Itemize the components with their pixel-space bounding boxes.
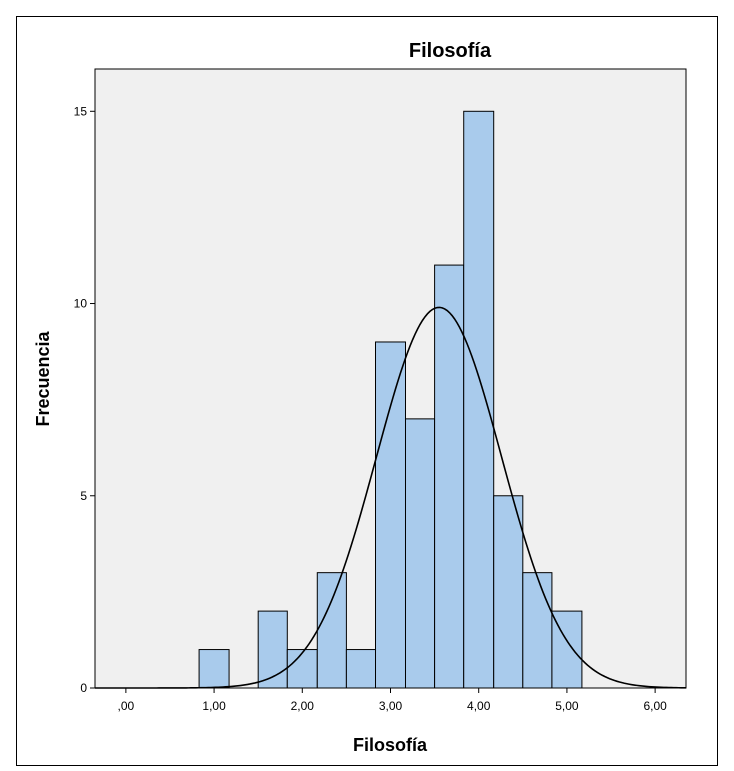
histogram-bar-3: [286, 649, 318, 689]
y-tick-label-2: 5: [80, 489, 87, 503]
y-axis-title: Frecuencia: [33, 330, 53, 426]
y-tick-label-1: 0: [80, 681, 87, 695]
x-tick-label-7: 6,00: [643, 699, 667, 713]
x-tick-label-2: 1,00: [202, 699, 226, 713]
histogram-bars: [198, 110, 583, 689]
x-tick-label-1: ,00: [118, 699, 135, 713]
histogram-bar-4: [316, 572, 347, 689]
normal-curve: [95, 306, 687, 689]
histogram-bar-8: [434, 264, 465, 689]
x-axis-title: Filosofía: [353, 735, 428, 755]
histogram-bar-11: [522, 572, 553, 689]
y-tick-label-3: 10: [74, 297, 88, 311]
histogram-bar-1: [198, 649, 230, 689]
chart-title: Filosofía: [409, 40, 492, 62]
histogram-bar-9: [463, 110, 495, 689]
x-tick-label-4: 3,00: [379, 699, 403, 713]
histogram-bar-7: [404, 418, 436, 689]
y-axis: 0 5 10 15: [74, 104, 95, 695]
histogram-bar-10: [493, 495, 524, 689]
histogram-bar-6: [375, 341, 406, 689]
x-axis: ,00 1,00 2,00 3,00 4,00 5,00 6,00: [118, 688, 667, 713]
x-tick-label-5: 4,00: [467, 699, 491, 713]
histogram-bar-5: [345, 649, 377, 689]
x-tick-label-6: 5,00: [555, 699, 579, 713]
x-tick-label-3: 2,00: [291, 699, 315, 713]
y-tick-label-4: 15: [74, 104, 88, 118]
